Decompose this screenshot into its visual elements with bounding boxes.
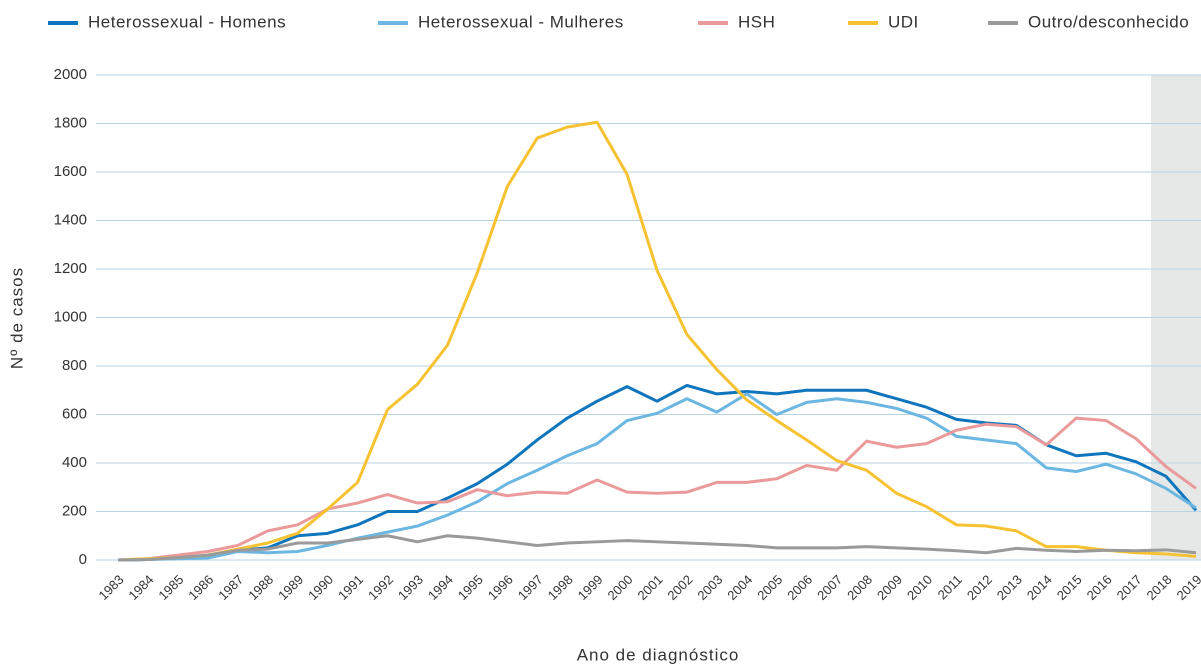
x-tick-label: 1993 xyxy=(395,572,426,603)
y-tick-label: 1000 xyxy=(54,308,87,325)
y-tick-label: 2000 xyxy=(54,66,87,83)
y-tick-label: 1200 xyxy=(54,260,87,277)
x-tick-label: 2003 xyxy=(694,572,725,603)
series-line xyxy=(117,416,1197,562)
x-tick-label: 2007 xyxy=(814,572,845,603)
x-tick-label: 2011 xyxy=(935,572,965,602)
x-tick-label: 1994 xyxy=(425,572,456,603)
legend-label: Heterossexual - Homens xyxy=(88,12,286,31)
x-tick-label: 2013 xyxy=(994,572,1025,603)
y-tick-label: 600 xyxy=(62,405,87,422)
legend-label: Outro/desconhecido xyxy=(1028,12,1189,31)
x-tick-label: 2010 xyxy=(904,572,935,603)
series-line xyxy=(117,383,1198,562)
x-tick-label: 2009 xyxy=(874,572,905,603)
x-tick-label: 2012 xyxy=(964,572,995,603)
series-line xyxy=(117,534,1197,562)
legend-label: UDI xyxy=(888,12,919,31)
y-tick-label: 200 xyxy=(62,502,87,519)
x-tick-label: 2017 xyxy=(1114,572,1145,603)
legend-label: Heterossexual - Mulheres xyxy=(418,12,624,31)
x-tick-label: 1992 xyxy=(365,572,396,603)
x-tick-label: 1983 xyxy=(95,572,126,603)
x-tick-label: 2018 xyxy=(1144,572,1175,603)
x-tick-label: 1990 xyxy=(305,572,336,603)
y-tick-label: 800 xyxy=(62,357,87,374)
x-tick-label: 2000 xyxy=(605,572,636,603)
x-axis-label: Ano de diagnóstico xyxy=(577,645,740,664)
x-tick-label: 2001 xyxy=(634,572,665,603)
x-tick-label: 1991 xyxy=(335,572,366,603)
y-tick-label: 1600 xyxy=(54,163,87,180)
x-tick-label: 1997 xyxy=(515,572,546,603)
x-tick-label: 2005 xyxy=(754,572,785,603)
x-tick-label: 1996 xyxy=(485,572,516,603)
x-tick-label: 2004 xyxy=(724,572,755,603)
y-tick-label: 0 xyxy=(79,551,87,568)
x-tick-label: 2019 xyxy=(1173,572,1201,603)
y-tick-label: 1800 xyxy=(54,114,87,131)
x-tick-label: 1995 xyxy=(455,572,486,603)
x-tick-label: 2016 xyxy=(1084,572,1115,603)
series-line xyxy=(117,392,1197,562)
y-tick-label: 400 xyxy=(62,454,87,471)
x-tick-label: 2015 xyxy=(1054,572,1085,603)
y-tick-label: 1400 xyxy=(54,211,87,228)
x-tick-label: 2006 xyxy=(784,572,815,603)
x-tick-label: 2014 xyxy=(1024,572,1055,603)
legend-label: HSH xyxy=(738,12,775,31)
x-tick-label: 1987 xyxy=(215,572,246,603)
x-tick-label: 2008 xyxy=(844,572,875,603)
x-tick-label: 1999 xyxy=(575,572,606,603)
x-tick-label: 2002 xyxy=(664,572,695,603)
x-tick-label: 1989 xyxy=(275,572,306,603)
x-tick-label: 1985 xyxy=(155,572,186,603)
x-tick-label: 1986 xyxy=(185,572,216,603)
y-axis-label: Nº de casos xyxy=(7,267,26,369)
x-tick-label: 1988 xyxy=(245,572,276,603)
x-tick-label: 1984 xyxy=(125,572,156,603)
x-tick-label: 1998 xyxy=(545,572,576,603)
series-line xyxy=(117,120,1197,562)
